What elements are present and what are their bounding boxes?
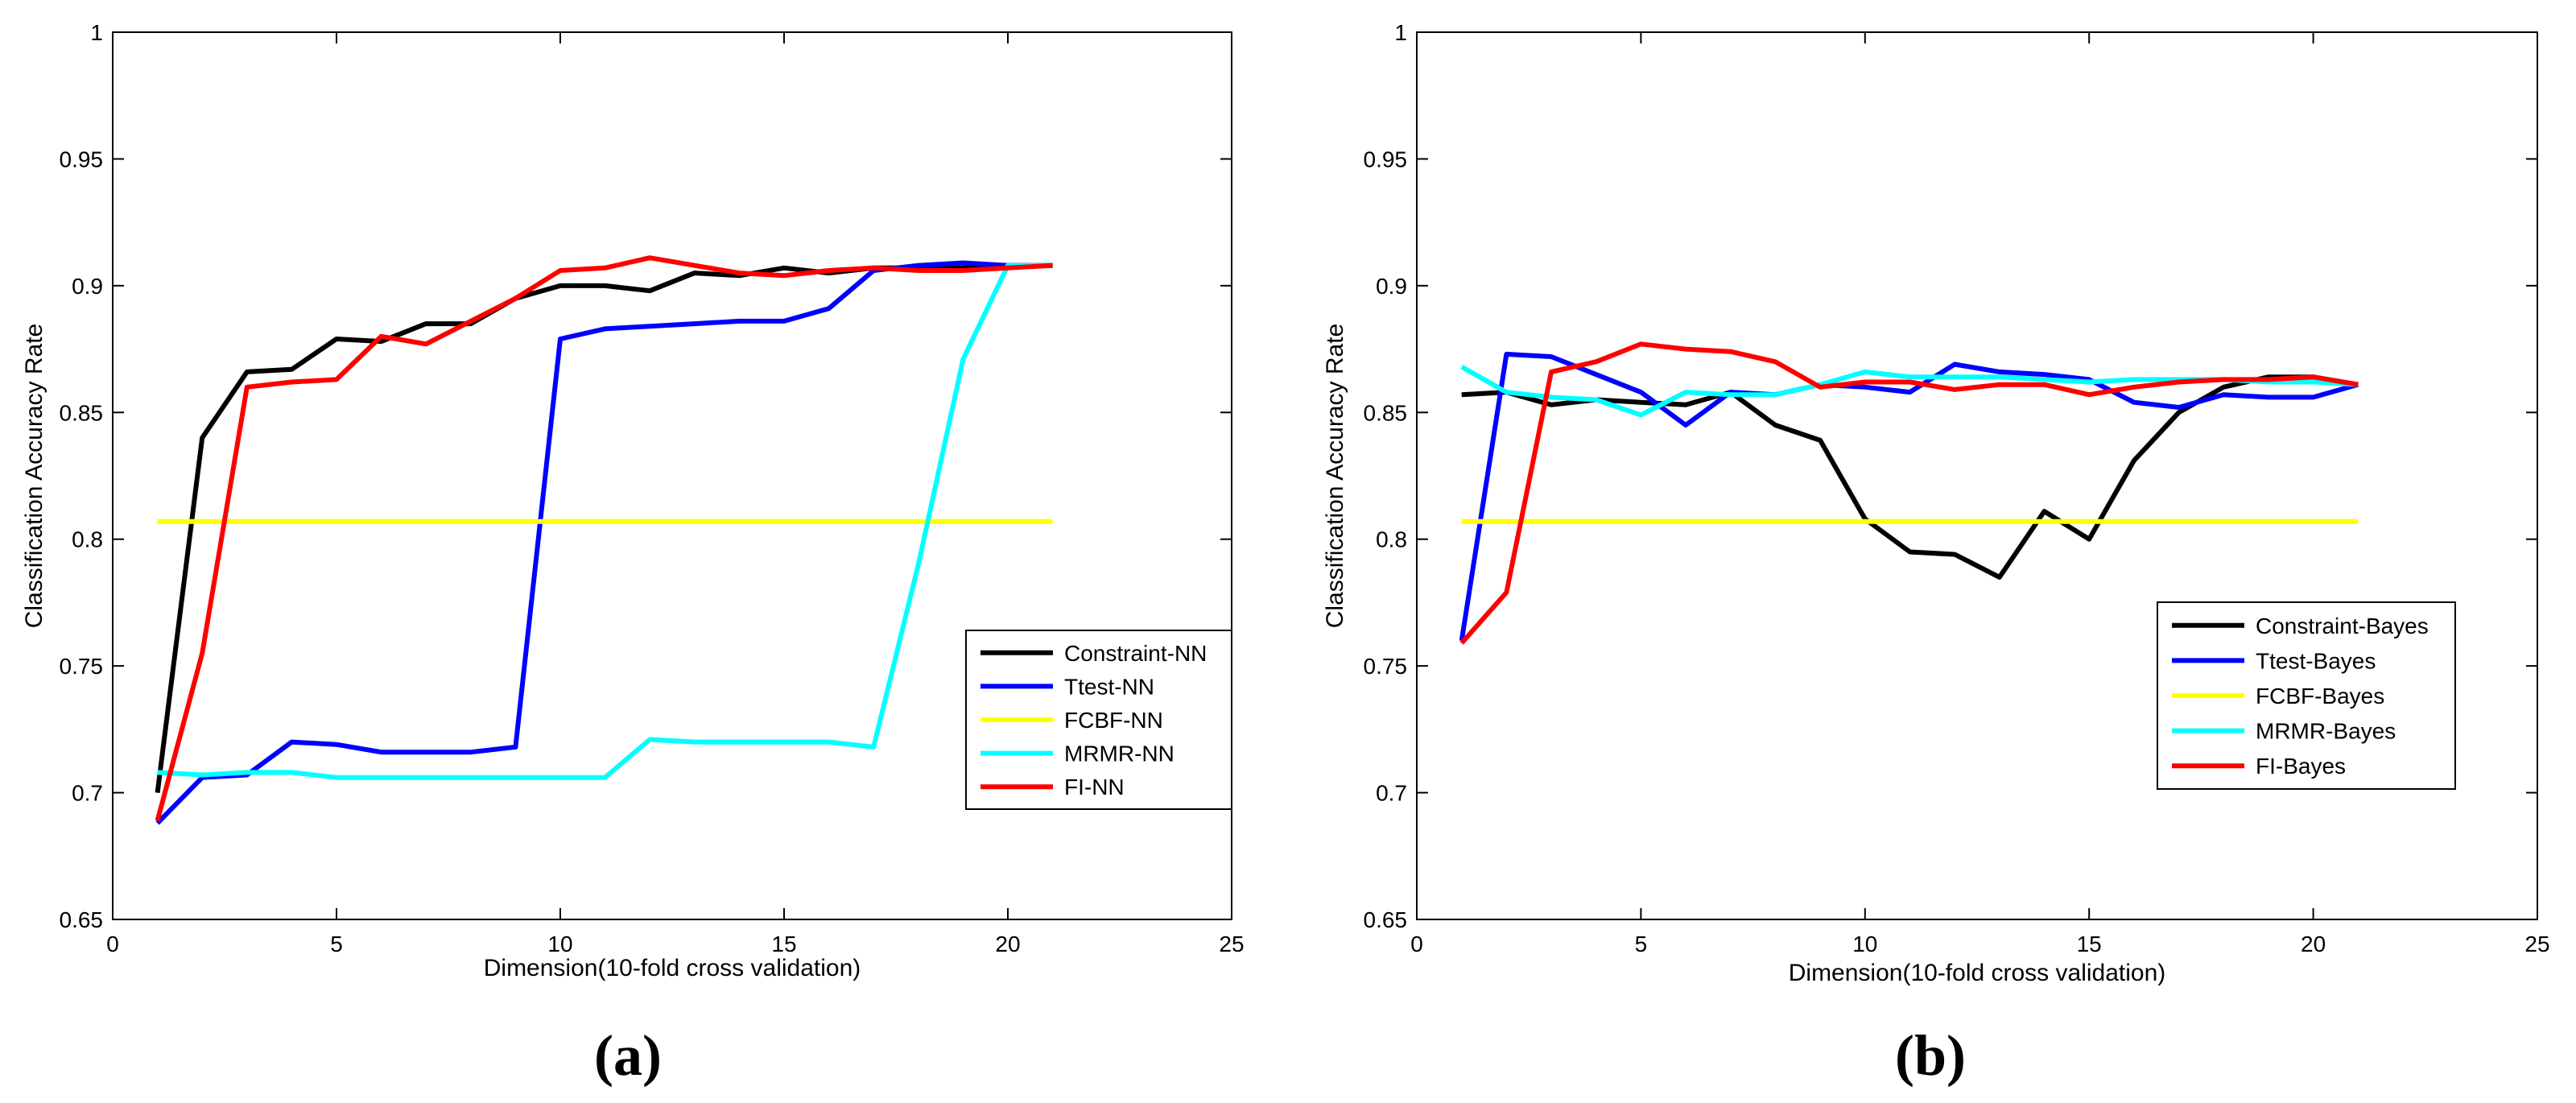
series-line-fi-nn xyxy=(155,255,1053,821)
legend-label-mrmr-bayes: MRMR-Bayes xyxy=(2256,719,2396,744)
y-tick-label: 0.85 xyxy=(1364,400,1408,425)
series-line-ttest-bayes xyxy=(1459,351,2359,642)
x-tick-label: 0 xyxy=(106,932,119,956)
legend-label-fcbf-nn: FCBF-NN xyxy=(1064,708,1163,733)
x-tick-label: 20 xyxy=(995,932,1020,956)
y-tick-label: 0.95 xyxy=(60,147,104,171)
y-tick-label: 0.65 xyxy=(1364,907,1408,932)
x-tick-label: 25 xyxy=(2524,932,2549,956)
panel-label-a: (a) xyxy=(594,1023,662,1088)
chart-panel-b: 0 5 10 15 20 25 0.65 0.7 0.75 0.8 0.85 0.9 0.95 1 Dim… xyxy=(1322,20,2550,1088)
y-tick-label: 1 xyxy=(1394,20,1407,45)
y-tick-label: 0.7 xyxy=(72,781,103,806)
y-tick-label: 0.95 xyxy=(1364,147,1408,171)
legend-label-fi-bayes: FI-Bayes xyxy=(2256,754,2346,779)
series-line-constraint-bayes xyxy=(1461,374,2359,580)
legend-a: Constraint-NN Ttest-NN FCBF-NN MRMR-NN FI-NN xyxy=(965,630,1232,810)
x-tick-label: 10 xyxy=(1852,932,1877,956)
legend-label-mrmr-nn: MRMR-NN xyxy=(1064,742,1174,766)
x-tick-label: 5 xyxy=(1635,932,1648,956)
x-axis-label-a: Dimension(10-fold cross validation) xyxy=(484,955,861,981)
y-tick-label: 0.75 xyxy=(60,654,104,679)
y-tick-label: 0.8 xyxy=(1376,527,1407,552)
x-tick-label: 10 xyxy=(547,932,572,956)
y-tick-label: 0.9 xyxy=(1376,274,1407,299)
y-tick-label: 0.7 xyxy=(1376,781,1407,806)
y-tick-label: 0.65 xyxy=(60,907,104,932)
legend-label-fi-nn: FI-NN xyxy=(1064,775,1125,799)
series-line-ttest-nn xyxy=(155,260,1053,825)
legend-b: Constraint-Bayes Ttest-Bayes FCBF-Bayes MRM… xyxy=(2157,601,2456,790)
legend-label-ttest-nn: Ttest-NN xyxy=(1064,674,1154,699)
series-line-fi-bayes xyxy=(1459,341,2359,645)
legend-label-ttest-bayes: Ttest-Bayes xyxy=(2256,648,2376,673)
series-layer-a xyxy=(155,255,1053,825)
x-axis-label-b: Dimension(10-fold cross validation) xyxy=(1789,960,2166,986)
panel-label-b: (b) xyxy=(1895,1023,1966,1088)
y-tick-label: 1 xyxy=(90,20,103,45)
x-tick-label: 5 xyxy=(330,932,343,956)
x-tick-label: 15 xyxy=(771,932,796,956)
series-layer-b xyxy=(1459,341,2359,645)
y-axis-label-b: Classification Accuracy Rate xyxy=(1322,324,1348,629)
x-tick-label: 0 xyxy=(1410,932,1423,956)
x-tick-label: 25 xyxy=(1219,932,1244,956)
tick-layer-b: 0 5 10 15 20 25 0.65 0.7 0.75 0.8 0.85 0.9 0.95 1 xyxy=(1364,20,2550,956)
y-tick-label: 0.85 xyxy=(60,400,104,425)
y-axis-label-a: Classification Accuracy Rate xyxy=(21,324,47,629)
x-tick-label: 20 xyxy=(2301,932,2326,956)
y-tick-label: 0.9 xyxy=(72,274,103,299)
tick-layer-a: 0 5 10 15 20 25 0.65 0.7 0.75 0.8 0.85 0.9 0.95 1 xyxy=(60,20,1245,956)
legend-label-constraint-bayes: Constraint-Bayes xyxy=(2256,613,2429,638)
x-tick-label: 15 xyxy=(2077,932,2102,956)
chart-panel-a: 0 5 10 15 20 25 0.65 0.7 0.75 0.8 0.85 0.9 0.95 1 Dim… xyxy=(21,20,1245,1088)
legend-label-fcbf-bayes: FCBF-Bayes xyxy=(2256,684,2384,708)
series-line-mrmr-nn xyxy=(157,262,1053,780)
legend-label-constraint-nn: Constraint-NN xyxy=(1064,641,1207,666)
y-tick-label: 0.75 xyxy=(1364,654,1408,679)
y-tick-label: 0.8 xyxy=(72,527,103,552)
